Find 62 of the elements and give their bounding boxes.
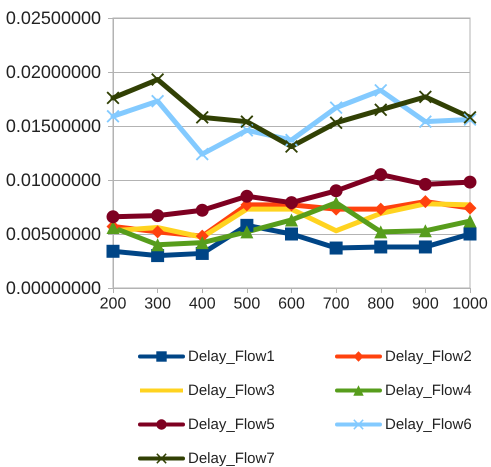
legend-label: Delay_Flow7 — [188, 450, 275, 467]
y-tick-label: 0.02000000 — [6, 62, 101, 82]
point — [106, 244, 120, 258]
y-tick-label: 0.01000000 — [6, 170, 101, 190]
legend-label: Delay_Flow5 — [188, 416, 275, 433]
point — [330, 196, 343, 210]
point — [196, 110, 209, 124]
point — [196, 148, 209, 161]
point — [240, 115, 254, 128]
x-tick-label: 700 — [322, 296, 350, 312]
x-tick-label: 500 — [234, 296, 260, 312]
point — [151, 225, 164, 238]
point — [106, 210, 120, 224]
point — [330, 242, 343, 255]
x-tick-label: 400 — [188, 296, 216, 312]
legend-label: Delay_Flow2 — [385, 348, 472, 365]
point — [240, 190, 254, 203]
point — [151, 238, 164, 252]
point — [330, 101, 343, 114]
legend-label: Delay_Flow6 — [385, 416, 472, 433]
x-tick-label: 900 — [412, 296, 439, 312]
point — [151, 73, 164, 86]
point — [464, 110, 476, 124]
point — [464, 228, 476, 240]
point — [464, 202, 476, 215]
x-tick-label: 200 — [100, 296, 126, 312]
point — [374, 225, 388, 238]
point — [418, 195, 432, 208]
point — [285, 213, 298, 226]
point — [285, 228, 298, 240]
point — [464, 176, 476, 189]
point — [418, 115, 432, 128]
point — [418, 240, 432, 254]
legend-label: Delay_Flow3 — [188, 382, 275, 399]
legend-label: Delay_Flow4 — [385, 382, 472, 399]
x-tick-label: 300 — [144, 296, 172, 312]
point — [106, 110, 120, 123]
point — [240, 225, 254, 238]
x-tick-label: 1000 — [452, 296, 488, 312]
point — [418, 90, 432, 104]
point — [151, 94, 164, 108]
point — [464, 214, 476, 228]
legend-label: Delay_Flow1 — [188, 348, 275, 365]
point — [418, 178, 432, 191]
y-tick-label: 0.01500000 — [6, 116, 101, 136]
point — [374, 103, 388, 116]
point — [106, 91, 120, 104]
x-tick-label: 600 — [278, 296, 305, 312]
y-tick-label: 0.02500000 — [6, 8, 101, 28]
point — [418, 224, 432, 238]
x-tick-label: 800 — [367, 296, 394, 312]
y-tick-label: 0.00000000 — [6, 278, 101, 298]
point — [330, 116, 343, 130]
point — [374, 84, 388, 97]
point — [285, 140, 298, 154]
point — [196, 236, 209, 250]
point — [374, 240, 388, 254]
point — [330, 184, 343, 198]
point — [196, 204, 209, 217]
y-tick-label: 0.00500000 — [6, 224, 101, 244]
point — [374, 168, 388, 182]
point — [151, 209, 164, 222]
